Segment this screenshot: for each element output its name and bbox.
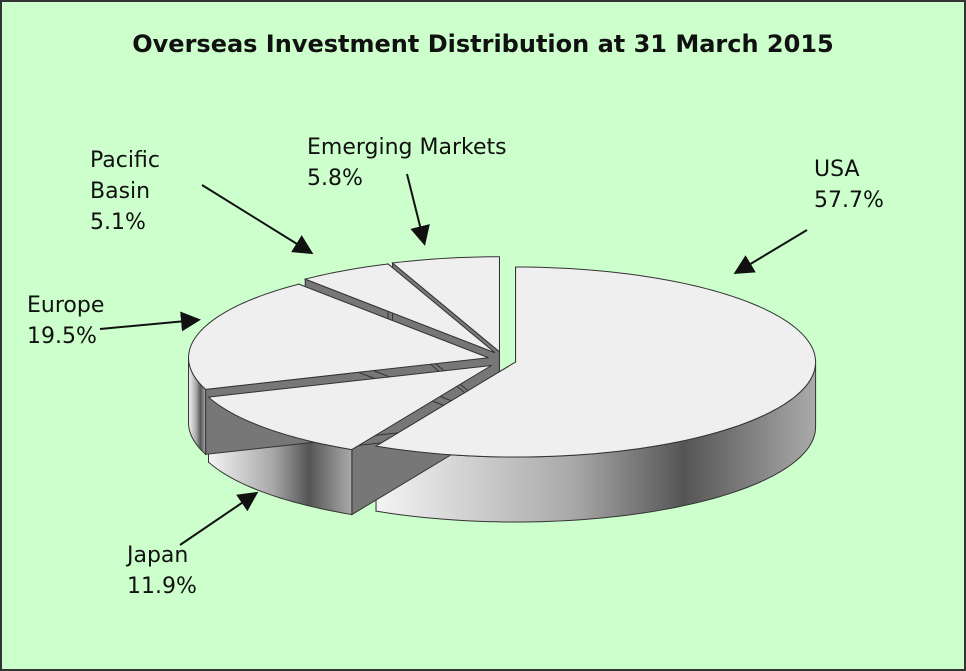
- value-label: 11.9%: [127, 574, 197, 599]
- slice-label: Europe 19.5%: [27, 290, 104, 352]
- arrow: [406, 173, 430, 246]
- arrow: [733, 229, 808, 275]
- value-label: 5.8%: [307, 166, 363, 191]
- slice-label: Pacific Basin 5.1%: [90, 145, 190, 238]
- pie-slice: [374, 266, 817, 458]
- slice-label: USA 57.7%: [814, 154, 884, 216]
- category: Emerging Markets: [307, 135, 507, 160]
- value-label: 57.7%: [814, 188, 884, 213]
- category: USA: [814, 157, 860, 182]
- category: Europe: [27, 293, 105, 318]
- pie-slice: [391, 256, 500, 353]
- slice-label: Japan 11.9%: [127, 540, 197, 602]
- chart-title: Overseas Investment Distribution at 31 M…: [132, 30, 834, 58]
- arrow: [99, 311, 201, 332]
- pie-tops: [188, 256, 817, 458]
- category: Japan: [127, 543, 189, 568]
- value-label: 19.5%: [27, 324, 97, 349]
- pie-slice: [303, 263, 496, 354]
- arrow: [201, 184, 314, 255]
- pie-slice: [188, 283, 489, 390]
- category: Pacific Basin: [90, 148, 160, 204]
- value-label: 5.1%: [90, 210, 146, 235]
- slices: [188, 256, 817, 523]
- slice-label: Emerging Markets 5.8%: [307, 132, 507, 194]
- pie-slice: [207, 364, 492, 451]
- arrow: [179, 491, 259, 546]
